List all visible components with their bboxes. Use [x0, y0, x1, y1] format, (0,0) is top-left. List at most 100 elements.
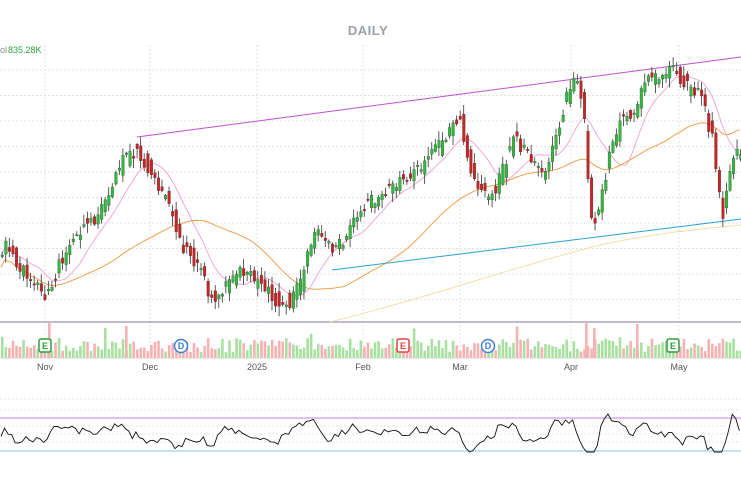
candle-down — [717, 170, 721, 193]
volume-bar — [458, 350, 462, 358]
candle-down — [693, 87, 696, 96]
volume-bar — [32, 345, 36, 358]
candle-up — [441, 140, 444, 156]
volume-bar — [114, 342, 118, 358]
candle-down — [401, 174, 405, 180]
upper-trendline — [136, 56, 741, 138]
candle-down — [132, 156, 136, 159]
volume-bar — [210, 347, 214, 358]
candle-up — [536, 166, 540, 168]
volume-bar — [153, 341, 157, 358]
volume-bar — [384, 347, 387, 358]
candle-up — [565, 91, 569, 102]
candle-up — [217, 294, 221, 299]
volume-bar — [224, 351, 228, 358]
volume-bar — [121, 339, 125, 358]
candle-down — [196, 259, 199, 263]
candle-down — [153, 172, 157, 178]
candle-down — [384, 194, 388, 197]
candle-up — [309, 244, 313, 256]
candle-up — [341, 245, 345, 249]
candle-down — [586, 131, 590, 180]
sma-short-line — [0, 75, 740, 297]
volume-bar — [519, 339, 522, 358]
candle-down — [703, 94, 707, 107]
candle-down — [288, 292, 292, 308]
volume-bar — [86, 341, 89, 358]
volume-bar — [111, 341, 114, 358]
candle-up — [533, 161, 537, 164]
candle-down — [629, 110, 633, 119]
candle-down — [252, 270, 256, 282]
volume-bar — [64, 345, 68, 358]
volume-bar — [281, 341, 285, 358]
candle-up — [100, 204, 104, 220]
volume-bar — [356, 349, 359, 358]
volume-bar — [622, 348, 625, 358]
earnings-marker — [38, 338, 52, 353]
candle-down — [39, 283, 43, 292]
volume-bar — [242, 343, 245, 358]
volume-bar — [263, 341, 267, 358]
volume-bar — [189, 351, 192, 358]
volume-bar — [125, 326, 128, 358]
volume-bar — [448, 351, 451, 358]
volume-bar — [316, 343, 320, 358]
volume-bar — [164, 351, 167, 358]
volume-bar — [498, 344, 501, 358]
volume-bar — [295, 345, 299, 358]
candle-down — [32, 283, 36, 286]
volume-bar — [597, 343, 600, 358]
volume-bar — [657, 344, 661, 358]
volume-bar — [554, 346, 558, 358]
candle-up — [448, 127, 452, 137]
volume-bar — [593, 328, 596, 358]
chart-title: DAILY — [348, 23, 388, 38]
dividend-marker — [480, 338, 496, 354]
candle-up — [426, 156, 430, 160]
volume-bar — [611, 340, 615, 358]
volume-bar — [18, 346, 22, 358]
volume-bar — [643, 351, 647, 358]
candle-up — [451, 122, 455, 136]
earnings-marker — [666, 338, 680, 353]
x-tick-label: Feb — [355, 362, 371, 372]
candle-down — [277, 291, 281, 307]
candle-down — [686, 73, 689, 81]
volume-bar — [703, 351, 707, 358]
volume-bar — [544, 344, 547, 358]
volume-bar — [214, 349, 217, 358]
candle-up — [82, 224, 86, 227]
volume-bar — [515, 326, 519, 358]
candle-down — [43, 294, 47, 300]
volume-bar — [22, 339, 25, 358]
volume-bar — [370, 348, 373, 358]
candle-up — [661, 74, 665, 80]
volume-bar — [167, 345, 171, 358]
candle-up — [664, 74, 668, 79]
candle-up — [419, 169, 423, 172]
candle-up — [391, 183, 395, 194]
candle-down — [181, 244, 185, 254]
candle-up — [416, 164, 420, 167]
candle-down — [483, 183, 487, 191]
volume-bar — [686, 349, 689, 358]
candle-up — [50, 286, 54, 291]
candle-down — [650, 72, 654, 78]
candle-up — [228, 279, 231, 294]
volume-bar — [647, 345, 650, 358]
volume-bar — [387, 344, 391, 358]
volume-bar — [82, 341, 86, 358]
volume-bar — [72, 347, 75, 358]
candle-down — [710, 120, 714, 134]
volume-bar — [57, 338, 61, 358]
volume-bar — [93, 343, 96, 358]
volume-bar — [590, 348, 593, 358]
candle-up — [224, 281, 228, 287]
candle-down — [86, 218, 89, 224]
candle-down — [583, 92, 586, 119]
candle-down — [213, 290, 217, 302]
candle-up — [696, 88, 700, 90]
candle-up — [572, 78, 576, 92]
volume-bar — [363, 346, 366, 358]
